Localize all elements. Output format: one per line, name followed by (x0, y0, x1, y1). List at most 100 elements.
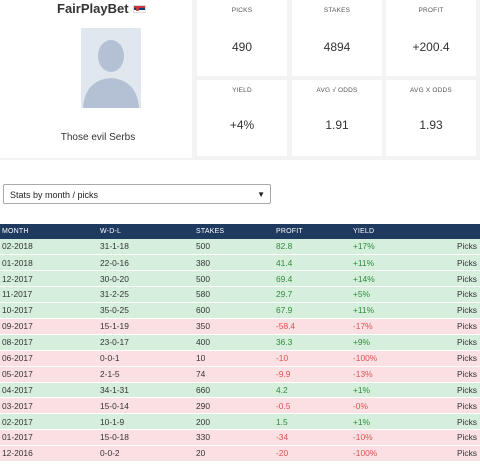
month-cell: 06-2017 (0, 350, 98, 367)
wdl-cell: 23-0-17 (98, 334, 194, 351)
picks-link[interactable]: Picks (411, 286, 480, 304)
profit-cell: -34 (274, 429, 351, 447)
yield-cell: +1% (351, 413, 411, 431)
table-row: 01-2017 15-0-18 330 -34 -10% Picks (0, 429, 480, 447)
profile-card: FairPlayBet Those evil Serbs (0, 0, 192, 158)
wdl-cell: 15-1-19 (98, 318, 194, 335)
stat-avg-v-odds: AVG √ ODDS 1.91 (292, 80, 382, 156)
wdl-cell: 0-0-2 (98, 445, 194, 462)
month-cell: 10-2017 (0, 302, 98, 319)
table-row: 01-2018 22-0-16 380 41.4 +11% Picks (0, 254, 480, 272)
picks-link[interactable]: Picks (411, 239, 480, 256)
stakes-cell: 200 (194, 413, 274, 431)
wdl-cell: 35-0-25 (98, 302, 194, 319)
profit-cell: -9.9 (274, 366, 351, 383)
stat-avg-x-odds-label: AVG X ODDS (410, 87, 452, 94)
yield-cell: +1% (351, 382, 411, 399)
profit-cell: 4.2 (274, 382, 351, 399)
picks-link[interactable]: Picks (411, 254, 480, 272)
stat-picks: PICKS 490 (197, 0, 287, 76)
month-cell: 08-2017 (0, 334, 98, 351)
profit-cell: 82.8 (274, 239, 351, 256)
yield-cell: -0% (351, 397, 411, 415)
picks-link[interactable]: Picks (411, 397, 480, 415)
table-header-row: MONTH W-D-L STAKES PROFIT YIELD (0, 224, 480, 239)
picks-link[interactable]: Picks (411, 334, 480, 351)
picks-link[interactable]: Picks (411, 366, 480, 383)
month-cell: 02-2017 (0, 413, 98, 431)
table-row: 08-2017 23-0-17 400 36.3 +9% Picks (0, 334, 480, 351)
picks-link[interactable]: Picks (411, 318, 480, 335)
profit-cell: 29.7 (274, 286, 351, 304)
wdl-cell: 15-0-18 (98, 429, 194, 447)
yield-cell: -13% (351, 366, 411, 383)
stakes-cell: 500 (194, 270, 274, 288)
stakes-cell: 660 (194, 382, 274, 399)
column-header-link (411, 224, 480, 239)
picks-link[interactable]: Picks (411, 270, 480, 288)
month-cell: 03-2017 (0, 397, 98, 415)
month-cell: 02-2018 (0, 239, 98, 256)
table-row: 12-2017 30-0-20 500 69.4 +14% Picks (0, 270, 480, 288)
chevron-down-icon: ▼ (257, 190, 265, 199)
stakes-cell: 600 (194, 302, 274, 319)
picks-link[interactable]: Picks (411, 429, 480, 447)
yield-cell: +17% (351, 239, 411, 256)
month-cell: 05-2017 (0, 366, 98, 383)
table-row: 12-2016 0-0-2 20 -20 -100% Picks (0, 445, 480, 462)
username-text[interactable]: FairPlayBet (57, 1, 129, 16)
stat-avg-x-odds: AVG X ODDS 1.93 (386, 80, 476, 156)
stat-profit-value: +200.4 (412, 40, 450, 54)
stats-view-select[interactable]: Stats by month / picks ▼ (3, 184, 271, 204)
yield-cell: +14% (351, 270, 411, 288)
month-cell: 11-2017 (0, 286, 98, 304)
stakes-cell: 400 (194, 334, 274, 351)
yield-cell: +9% (351, 334, 411, 351)
username[interactable]: FairPlayBet (57, 1, 146, 16)
stat-stakes-label: STAKES (323, 7, 351, 14)
table-row: 10-2017 35-0-25 600 67.9 +11% Picks (0, 302, 480, 319)
profit-cell: 36.3 (274, 334, 351, 351)
wdl-cell: 15-0-14 (98, 397, 194, 415)
table-row: 09-2017 15-1-19 350 -58.4 -17% Picks (0, 318, 480, 335)
stat-stakes: STAKES 4894 (292, 0, 382, 76)
stat-profit: PROFIT +200.4 (386, 0, 476, 76)
table-row: 02-2018 31-1-18 500 82.8 +17% Picks (0, 239, 480, 256)
wdl-cell: 30-0-20 (98, 270, 194, 288)
stakes-cell: 330 (194, 429, 274, 447)
profile-tagline: Those evil Serbs (60, 132, 136, 143)
picks-link[interactable]: Picks (411, 302, 480, 319)
stakes-cell: 20 (194, 445, 274, 462)
yield-cell: +11% (351, 254, 411, 272)
column-header-profit: PROFIT (276, 228, 303, 235)
stat-picks-value: 490 (231, 40, 253, 54)
wdl-cell: 10-1-9 (98, 413, 194, 431)
yield-cell: -100% (351, 350, 411, 367)
profit-cell: 1.5 (274, 413, 351, 431)
stakes-cell: 580 (194, 286, 274, 304)
stat-avg-v-odds-label: AVG √ ODDS (316, 87, 358, 94)
stat-picks-label: PICKS (231, 7, 253, 14)
stat-yield-value: +4% (229, 118, 255, 132)
month-cell: 01-2017 (0, 429, 98, 447)
profit-cell: 67.9 (274, 302, 351, 319)
yield-cell: +11% (351, 302, 411, 319)
stat-yield-label: YIELD (232, 87, 252, 94)
serbia-flag-icon (132, 4, 146, 13)
stat-avg-v-odds-value: 1.91 (325, 118, 349, 132)
table-row: 02-2017 10-1-9 200 1.5 +1% Picks (0, 413, 480, 431)
profit-cell: 41.4 (274, 254, 351, 272)
column-header-yield: YIELD (353, 228, 375, 235)
stakes-cell: 380 (194, 254, 274, 272)
stakes-cell: 10 (194, 350, 274, 367)
picks-link[interactable]: Picks (411, 350, 480, 367)
column-header-month: MONTH (2, 228, 29, 235)
yield-cell: -10% (351, 429, 411, 447)
picks-link[interactable]: Picks (411, 413, 480, 431)
month-cell: 04-2017 (0, 382, 98, 399)
picks-link[interactable]: Picks (411, 382, 480, 399)
wdl-cell: 31-2-25 (98, 286, 194, 304)
profit-cell: -20 (274, 445, 351, 462)
picks-link[interactable]: Picks (411, 445, 480, 462)
stat-stakes-value: 4894 (323, 40, 351, 54)
